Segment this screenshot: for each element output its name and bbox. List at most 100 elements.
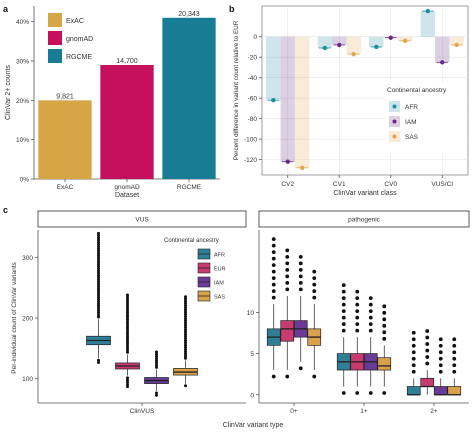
outlier-point (285, 255, 290, 259)
x-tick-label: 0+ (290, 408, 298, 415)
outlier-point (312, 295, 317, 300)
outlier-point (97, 286, 100, 290)
x-axis-title: ClinVar variant type (223, 422, 284, 429)
outlier-point (126, 382, 129, 386)
bar-data-label: 14,700 (116, 58, 138, 65)
outlier-point (382, 304, 387, 309)
outlier-point (285, 268, 290, 272)
outlier-point (184, 323, 187, 327)
bar-afr (266, 36, 281, 101)
outlier-point (155, 357, 158, 361)
facet-title: VUS (135, 217, 149, 224)
outlier-point (438, 369, 443, 374)
outlier-point (184, 317, 187, 321)
outlier-point (411, 343, 416, 348)
y-tick-label: 40% (16, 19, 29, 26)
y-tick-label: -40 (248, 75, 258, 82)
y-tick-label: -80 (248, 116, 258, 123)
legend-point (392, 104, 397, 109)
outlier-point (382, 317, 387, 322)
outlier-point (155, 359, 158, 363)
outlier-point (97, 269, 100, 273)
outlier-point (97, 308, 100, 312)
outlier-point (438, 343, 443, 348)
outlier-point (97, 242, 100, 246)
outlier-point (368, 315, 373, 320)
outlier-point (97, 256, 100, 260)
x-tick-label: VUS/CI (431, 181, 453, 188)
point-sas (299, 165, 305, 171)
outlier-point (341, 328, 346, 333)
outlier-point (184, 321, 187, 325)
x-tick-label: 2+ (430, 408, 438, 415)
outlier-point (155, 393, 158, 397)
outlier-point (341, 296, 346, 300)
outlier-point (425, 361, 430, 366)
outlier-point (355, 322, 360, 326)
outlier-point (184, 301, 187, 305)
y-tick-label: -20 (248, 55, 258, 62)
outlier-point (382, 310, 387, 315)
outlier-point (341, 283, 346, 287)
box-eur (420, 377, 435, 387)
outlier-point (155, 361, 158, 365)
outlier-point (298, 274, 303, 279)
x-tick-label: gnomAD (114, 184, 140, 191)
x-tick-label: ExAC (57, 184, 74, 191)
bar-sas (294, 36, 310, 168)
box-afr (406, 386, 421, 396)
outlier-point (312, 374, 317, 379)
outlier-point (126, 350, 129, 354)
legend-point (392, 119, 397, 124)
outlier-point (411, 356, 416, 361)
outlier-point (97, 313, 100, 317)
outlier-point (184, 319, 187, 323)
outlier-point (155, 350, 158, 354)
outlier-point (126, 346, 129, 350)
y-tick-label: 30% (16, 59, 29, 66)
outlier-point (271, 250, 276, 255)
outlier-point (126, 295, 129, 299)
point-sas (402, 38, 408, 44)
outlier-point (368, 391, 373, 395)
outlier-point (271, 256, 276, 261)
outlier-point (411, 369, 416, 374)
outlier-point (355, 289, 360, 294)
point-afr (425, 8, 431, 14)
outlier-point (425, 342, 430, 346)
x-tick-label: CV0 (384, 181, 397, 188)
y-tick-label: 300 (22, 255, 33, 262)
outlier-point (126, 385, 129, 389)
outlier-point (355, 309, 360, 313)
outlier-point (382, 330, 387, 335)
outlier-point (155, 354, 158, 358)
outlier-point (285, 248, 290, 253)
point-afr (374, 44, 379, 50)
outlier-point (126, 317, 129, 321)
outlier-point (298, 281, 303, 285)
outlier-point (425, 355, 430, 359)
outlier-point (97, 289, 100, 293)
legend-title: Continental ancestry (387, 87, 447, 94)
outlier-point (126, 300, 129, 304)
y-axis-title: Per-individual count of ClinVar variants (11, 261, 18, 373)
outlier-point (126, 319, 129, 323)
outlier-point (184, 295, 187, 299)
outlier-point (271, 374, 276, 379)
outlier-point (368, 309, 373, 313)
point-afr (322, 45, 328, 51)
outlier-point (126, 330, 129, 334)
point-afr (271, 98, 276, 103)
outlier-point (341, 309, 346, 313)
bar-sas (449, 36, 464, 45)
outlier-point (184, 306, 187, 310)
outlier-point (184, 345, 187, 349)
legend-box-b (385, 82, 465, 152)
y-tick-label: 0% (20, 177, 30, 184)
x-tick-label: RGCME (177, 184, 202, 191)
legend-label: AFR (214, 253, 225, 259)
outlier-point (452, 350, 457, 355)
outlier-point (312, 269, 317, 274)
outlier-point (97, 271, 100, 275)
legend-label: RGCME (66, 54, 92, 61)
